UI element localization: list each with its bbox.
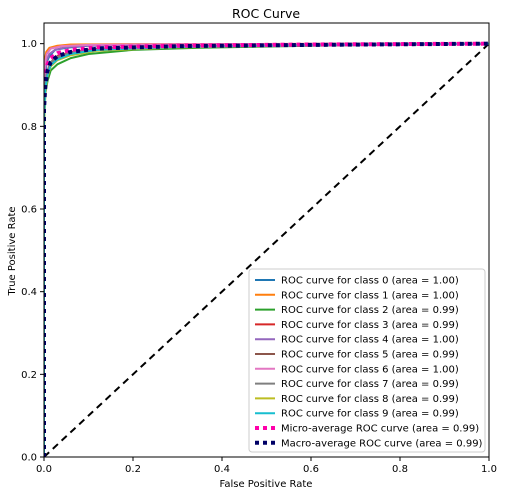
x-tick-label: 0.6 [303, 464, 319, 475]
legend-entry-label: ROC curve for class 1 (area = 1.00) [281, 290, 459, 301]
roc-series-line-10 [44, 41, 489, 457]
x-tick-label: 1.0 [481, 464, 497, 475]
legend-entry-label: ROC curve for class 0 (area = 1.00) [281, 276, 459, 287]
legend-entry-label: ROC curve for class 8 (area = 0.99) [281, 394, 459, 405]
legend-entry-label: ROC curve for class 9 (area = 0.99) [281, 409, 459, 420]
legend-entry-label: ROC curve for class 6 (area = 1.00) [281, 364, 459, 375]
x-tick-label: 0.4 [214, 464, 230, 475]
legend-box [248, 268, 486, 453]
y-tick-label: 0.0 [21, 453, 37, 464]
y-tick-label: 0.2 [21, 370, 37, 381]
legend-entry-label: ROC curve for class 2 (area = 0.99) [281, 305, 459, 316]
roc-series-line-11 [44, 41, 489, 457]
legend-entry-label: Macro-average ROC curve (area = 0.99) [281, 438, 483, 449]
chart-title: ROC Curve [232, 6, 300, 21]
plot-frame [43, 22, 490, 458]
y-tick-label: 0.6 [21, 205, 37, 216]
legend-entry-label: ROC curve for class 5 (area = 0.99) [281, 350, 459, 361]
y-tick-label: 1.0 [21, 39, 37, 50]
legend-entry-label: ROC curve for class 7 (area = 0.99) [281, 379, 459, 390]
y-tick-label: 0.4 [21, 287, 37, 298]
y-tick-label: 0.8 [21, 122, 37, 133]
legend-entry-label: ROC curve for class 4 (area = 1.00) [281, 335, 459, 346]
legend-entry-label: ROC curve for class 3 (area = 0.99) [281, 320, 459, 331]
x-tick-label: 0.0 [36, 464, 52, 475]
legend: ROC curve for class 0 (area = 1.00) ROC c… [248, 268, 486, 453]
x-axis-label: False Positive Rate [220, 479, 313, 490]
x-tick-label: 0.2 [125, 464, 141, 475]
legend-entry-label: Micro-average ROC curve (area = 0.99) [281, 424, 479, 435]
x-tick-label: 0.8 [392, 464, 408, 475]
y-axis-label: True Positive Rate [7, 206, 18, 296]
chance-diagonal-line [44, 42, 489, 457]
axis-ticks: 0.0 0.2 0.4 0.6 0.8 1.0 0.0 0.2 0.4 0.6 0.8 1.0 [21, 39, 497, 475]
